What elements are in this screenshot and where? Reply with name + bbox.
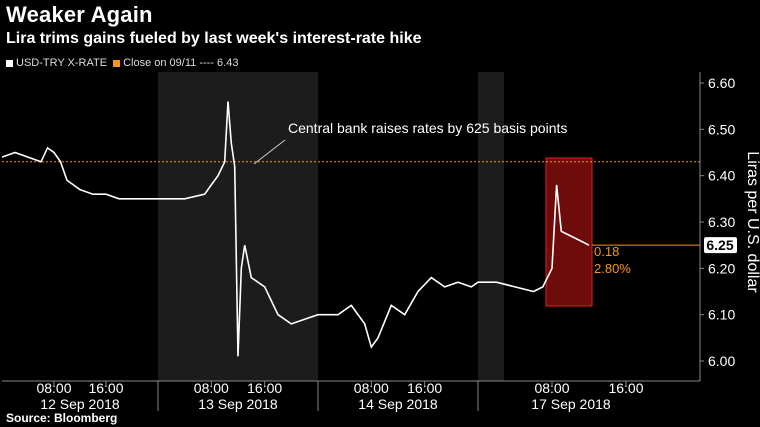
last-value-label: 6.25 bbox=[706, 237, 733, 253]
x-day-label: 12 Sep 2018 bbox=[40, 396, 120, 412]
y-tick-label: 6.60 bbox=[708, 75, 735, 91]
x-time-label: 16:00 bbox=[247, 380, 282, 396]
highlight-box bbox=[545, 157, 593, 307]
source-note: Source: Bloomberg bbox=[6, 411, 118, 425]
annotation-text: Central bank raises rates by 625 basis p… bbox=[288, 120, 567, 136]
y-tick-label: 6.30 bbox=[708, 214, 735, 230]
legend-item-series: USD-TRY X-RATE bbox=[6, 57, 107, 69]
x-time-label: 08:00 bbox=[354, 380, 389, 396]
legend-label-reference: Close on 09/11 ---- 6.43 bbox=[123, 57, 239, 69]
chart-subtitle: Lira trims gains fueled by last week's i… bbox=[6, 30, 422, 47]
y-axis-label: Liras per U.S. dollar bbox=[744, 151, 760, 293]
annotation-pointer bbox=[253, 139, 286, 165]
y-tick-label: 6.20 bbox=[708, 260, 735, 276]
change-pct-label: 2.80% bbox=[594, 261, 631, 276]
legend: USD-TRY X-RATE Close on 09/11 ---- 6.43 bbox=[6, 57, 238, 69]
legend-item-reference: Close on 09/11 ---- 6.43 bbox=[113, 57, 238, 69]
y-tick-label: 6.40 bbox=[708, 168, 735, 184]
y-tick-label: 6.10 bbox=[708, 307, 735, 323]
x-time-label: 16:00 bbox=[608, 380, 643, 396]
day-shade bbox=[478, 72, 504, 381]
legend-swatch-reference bbox=[113, 59, 121, 67]
last-value-badge bbox=[704, 237, 737, 254]
x-time-label: 08:00 bbox=[534, 380, 569, 396]
x-time-label: 16:00 bbox=[88, 380, 123, 396]
legend-swatch-series bbox=[6, 59, 13, 67]
change-label: 0.18 bbox=[594, 244, 619, 259]
x-day-label: 13 Sep 2018 bbox=[198, 396, 278, 412]
y-tick-label: 6.00 bbox=[708, 353, 735, 369]
legend-label-series: USD-TRY X-RATE bbox=[16, 57, 108, 69]
chart-title: Weaker Again bbox=[6, 2, 153, 27]
x-day-label: 17 Sep 2018 bbox=[531, 396, 611, 412]
x-time-label: 08:00 bbox=[194, 380, 229, 396]
x-time-label: 16:00 bbox=[407, 380, 442, 396]
x-day-label: 14 Sep 2018 bbox=[358, 396, 438, 412]
series-line bbox=[1, 101, 590, 357]
x-time-label: 08:00 bbox=[36, 380, 71, 396]
y-tick-label: 6.50 bbox=[708, 121, 735, 137]
